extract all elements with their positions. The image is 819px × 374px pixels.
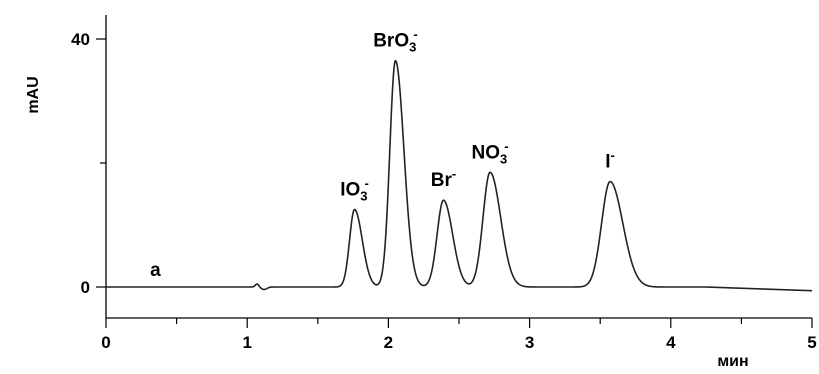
peak-label: BrO3- [373,27,417,55]
x-axis-ticks: 0 1 2 3 4 5 [101,318,817,352]
peak-label-superscript: - [364,176,368,191]
peak-label-subscript: 3 [360,189,367,204]
x-tick-label: 4 [666,333,676,352]
y-tick-label: 0 [81,278,90,297]
peak-label-ion: Br [431,170,453,191]
peak-label-ion: NO [472,142,501,163]
peak-label-superscript: - [413,27,417,42]
x-axis-title: мин [717,353,748,370]
peak-labels: IO3-BrO3-Br-NO3-I- [340,27,615,204]
chromatogram-trace [105,59,813,292]
y-axis-title: mAU [25,76,42,113]
panel-label: a [150,260,161,281]
peak-label: IO3- [340,176,369,204]
x-tick-label: 1 [242,333,251,352]
x-tick-label: 2 [384,333,393,352]
y-tick-label: 40 [71,30,90,49]
y-axis-ticks: 0 40 [71,30,106,297]
peak-label-superscript: - [504,138,508,153]
peak-label: I- [605,148,615,173]
peak-label-superscript: - [611,148,615,163]
peak-label-subscript: 3 [409,40,416,55]
x-tick-label: 3 [525,333,534,352]
peak-label-ion: IO [340,180,360,201]
x-tick-label: 5 [807,333,816,352]
peak-label-ion: BrO [373,31,409,52]
peak-label: NO3- [472,138,509,166]
peak-label-subscript: 3 [500,151,507,166]
x-tick-label: 0 [101,333,110,352]
peak-label-superscript: - [452,166,456,181]
peak-label: Br- [431,166,456,191]
peak-label-ion: I [605,152,610,173]
